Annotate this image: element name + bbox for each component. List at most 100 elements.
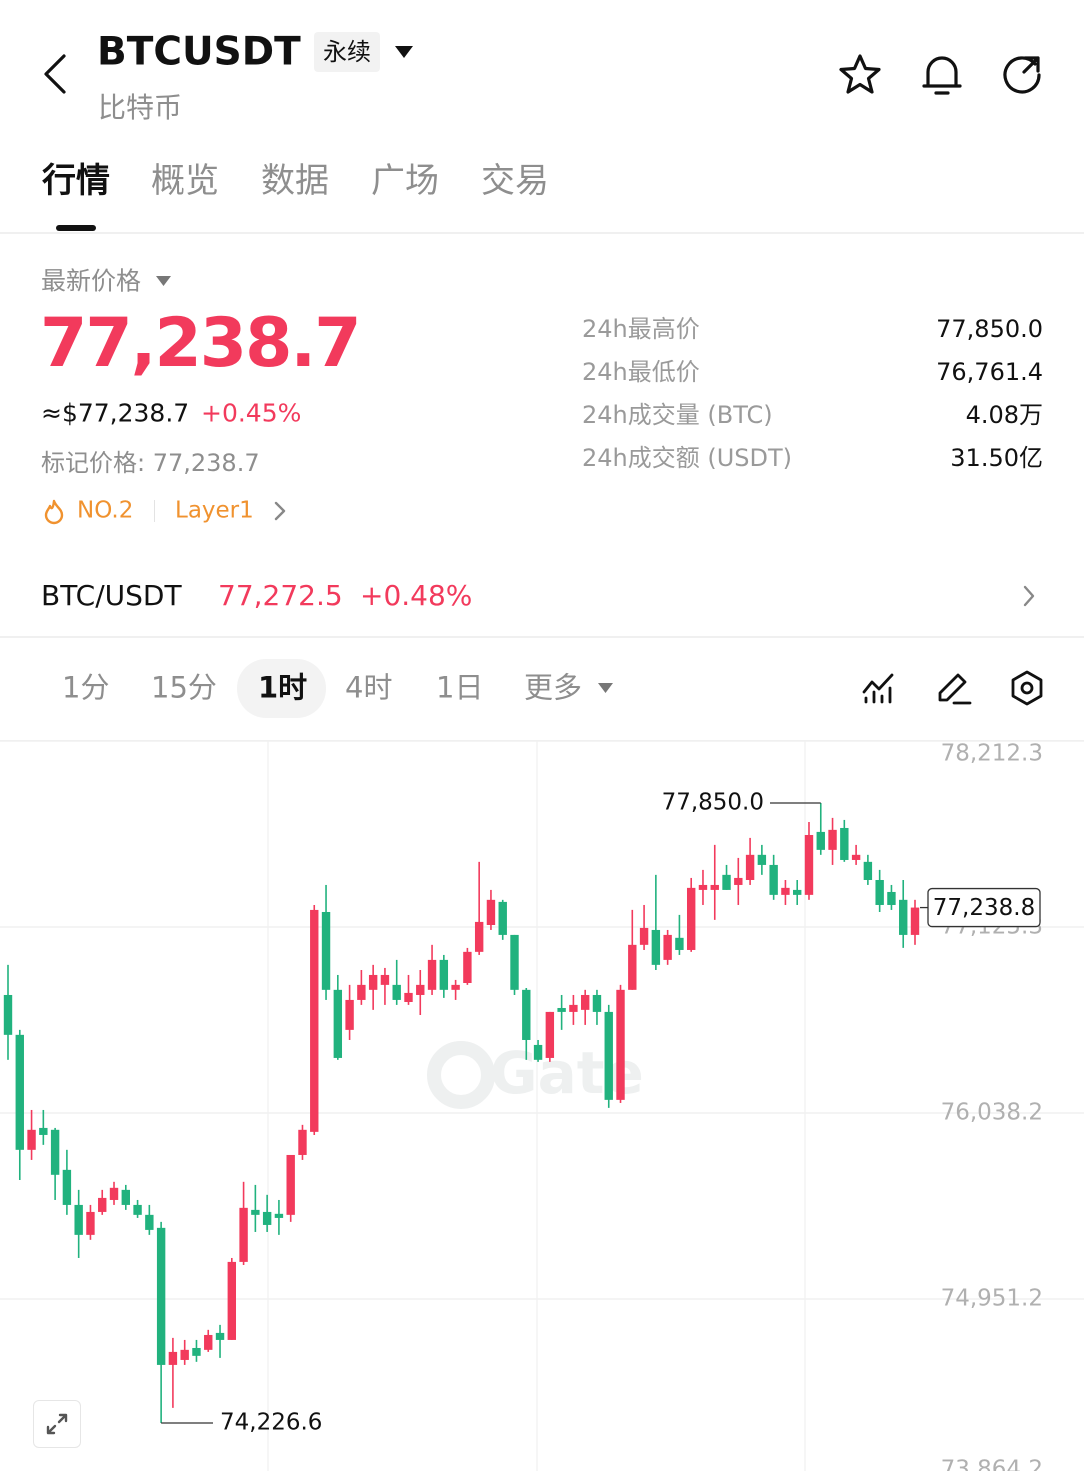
- candle-body: [368, 974, 378, 990]
- indicator-icon[interactable]: [862, 672, 896, 704]
- fullscreen-button[interactable]: [33, 1400, 81, 1448]
- candle-body: [569, 1004, 578, 1012]
- candle-body: [722, 874, 731, 890]
- candle-body: [345, 999, 354, 1030]
- y-tick-label: 78,212.3: [941, 741, 1043, 767]
- candle-body: [357, 984, 366, 1000]
- candle-body: [580, 994, 590, 1010]
- candle-body: [663, 934, 672, 960]
- contract-tag[interactable]: 永续: [314, 32, 380, 72]
- candle-body: [592, 994, 602, 1012]
- interval[interactable]: 1时: [258, 670, 308, 705]
- low-label: 74,226.6: [220, 1409, 322, 1435]
- candle-body: [557, 1007, 566, 1012]
- candle-body: [863, 861, 873, 880]
- candle-body: [545, 1011, 555, 1058]
- stat-label: 24h最高价: [582, 315, 700, 343]
- candle-body: [262, 1211, 272, 1225]
- candle-body: [686, 887, 696, 950]
- y-tick-label: 76,038.2: [941, 1100, 1043, 1126]
- usd-price: ≈$77,238.7: [41, 398, 190, 428]
- y-tick-label: 74,951.2: [941, 1286, 1043, 1312]
- candle-body: [887, 891, 896, 905]
- back-button[interactable]: [40, 54, 70, 94]
- candle-body: [227, 1261, 237, 1340]
- chevron[interactable]: [1022, 585, 1036, 607]
- candle-body: [439, 959, 449, 990]
- candle-body: [15, 1034, 24, 1150]
- candle-body: [215, 1332, 225, 1340]
- spot-price: 77,272.5: [218, 579, 343, 612]
- spot-pair[interactable]: BTC/USDT: [41, 579, 182, 612]
- interval[interactable]: 1日: [436, 670, 484, 705]
- candle-body: [380, 974, 390, 985]
- tab[interactable]: 数据: [261, 161, 329, 201]
- candle-body: [50, 1129, 60, 1175]
- candle-body: [651, 929, 661, 965]
- tab[interactable]: 概览: [151, 161, 219, 201]
- subtitle: 比特币: [98, 91, 183, 124]
- settings-icon[interactable]: [1010, 670, 1046, 706]
- candle-body: [239, 1207, 248, 1262]
- stat-value: 31.50亿: [950, 444, 1043, 472]
- stat-label: 24h最低价: [582, 358, 700, 386]
- draw-icon[interactable]: [936, 670, 972, 706]
- candle-body: [74, 1204, 83, 1235]
- candle-body: [416, 984, 425, 995]
- favorite-icon[interactable]: [838, 53, 882, 97]
- tab[interactable]: 行情: [42, 161, 110, 201]
- candle-body: [816, 831, 825, 850]
- stat-value: 76,761.4: [936, 358, 1043, 386]
- candle-body: [145, 1214, 154, 1230]
- dropdown-arrow[interactable]: [395, 46, 413, 60]
- interval[interactable]: 更多: [524, 670, 583, 705]
- tab[interactable]: 交易: [481, 161, 549, 201]
- candle-body: [27, 1129, 36, 1150]
- price-label[interactable]: 最新价格: [41, 266, 142, 296]
- candle-body: [498, 901, 507, 935]
- candle-body: [109, 1187, 119, 1200]
- rank-tag[interactable]: NO.2: [77, 497, 134, 524]
- share-icon[interactable]: [1001, 54, 1045, 98]
- chevron[interactable]: [273, 501, 287, 521]
- candle-body: [639, 927, 649, 945]
- last-price-label: 77,238.8: [933, 895, 1035, 921]
- alert-icon[interactable]: [920, 52, 964, 98]
- interval[interactable]: 4时: [345, 670, 393, 705]
- divider: [0, 636, 1084, 638]
- interval[interactable]: 15分: [151, 670, 217, 705]
- candle-body: [910, 907, 920, 935]
- candle-body: [781, 887, 790, 895]
- tab[interactable]: 广场: [371, 161, 439, 201]
- sector-tag[interactable]: Layer1: [175, 497, 254, 524]
- candle-body: [698, 884, 708, 890]
- candle-body: [875, 879, 884, 905]
- candle-body: [804, 834, 814, 895]
- candle-body: [298, 1129, 307, 1155]
- candle-body: [133, 1204, 142, 1215]
- candlestick-chart[interactable]: Gate 78,212.377,125.376,038.274,951.273,…: [0, 741, 1084, 1471]
- candle-body: [121, 1189, 130, 1205]
- dropdown-arrow[interactable]: [598, 683, 613, 694]
- candle-body: [851, 854, 861, 860]
- candle-body: [310, 909, 319, 1132]
- candle-body: [710, 884, 719, 890]
- watermark-logo: [427, 1041, 495, 1109]
- interval[interactable]: 1分: [62, 670, 110, 705]
- candle-body: [533, 1044, 543, 1060]
- candle-body: [757, 854, 767, 865]
- dropdown-arrow[interactable]: [156, 276, 171, 287]
- candle-body: [98, 1197, 107, 1212]
- candle-body: [840, 827, 849, 860]
- mark-price: 标记价格: 77,238.7: [41, 449, 260, 477]
- candle-body: [180, 1349, 189, 1360]
- candle-body: [39, 1127, 48, 1135]
- candle-body: [675, 937, 684, 950]
- candle-body: [392, 984, 401, 1000]
- candle-body: [86, 1211, 95, 1235]
- candle-body: [616, 989, 625, 1100]
- spot-change: +0.48%: [360, 579, 473, 612]
- candle-body: [427, 959, 437, 990]
- divider: [0, 232, 1084, 234]
